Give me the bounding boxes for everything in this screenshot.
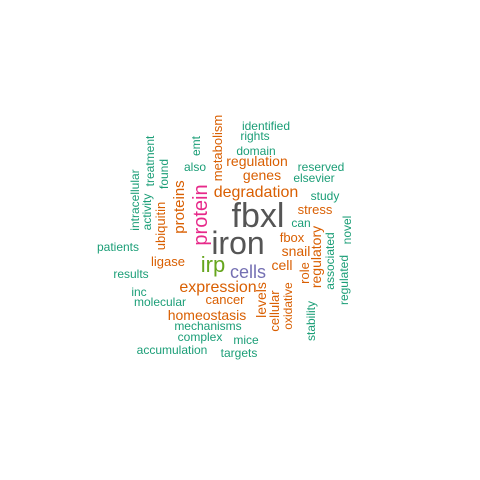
word-mice: mice <box>233 333 259 347</box>
word-domain: domain <box>236 144 275 158</box>
word-irp: irp <box>201 252 225 277</box>
word-study: study <box>311 189 340 203</box>
word-emt: emt <box>189 135 203 156</box>
word-can: can <box>291 216 310 230</box>
word-ligase: ligase <box>151 254 185 269</box>
word-homeostasis: homeostasis <box>168 307 247 323</box>
word-associated: associated <box>323 232 337 289</box>
word-activity: activity <box>140 194 154 231</box>
word-regulatory: regulatory <box>308 226 324 288</box>
word-metabolism: metabolism <box>210 115 225 181</box>
word-fbox: fbox <box>280 230 305 245</box>
word-novel: novel <box>340 216 354 245</box>
word-molecular: molecular <box>134 295 186 309</box>
word-treatment: treatment <box>143 135 157 186</box>
word-cellular: cellular <box>267 290 282 332</box>
word-complex: complex <box>178 330 223 344</box>
word-results: results <box>113 267 148 281</box>
word-inc: inc <box>131 285 146 299</box>
word-reserved: reserved <box>298 160 345 174</box>
word-targets: targets <box>221 346 258 360</box>
word-proteins: proteins <box>171 180 188 233</box>
word-levels: levels <box>253 282 269 318</box>
word-stability: stability <box>304 301 318 341</box>
word-regulation: regulation <box>226 153 288 169</box>
word-snail: snail <box>282 243 311 259</box>
word-found: found <box>157 159 171 189</box>
word-role: role <box>297 262 312 284</box>
word-cancer: cancer <box>205 292 245 307</box>
word-intracellular: intracellular <box>128 169 142 230</box>
word-identified: identified <box>242 119 290 133</box>
word-iron: iron <box>211 225 264 261</box>
word-degradation: degradation <box>214 184 299 201</box>
word-rights: rights <box>240 129 269 143</box>
word-regulated: regulated <box>337 255 351 305</box>
word-fbxl: fbxl <box>232 197 285 235</box>
word-ubiquitin: ubiquitin <box>153 202 168 250</box>
word-cell: cell <box>271 257 292 273</box>
word-genes: genes <box>243 167 281 183</box>
word-elsevier: elsevier <box>293 171 334 185</box>
word-also: also <box>184 160 206 174</box>
word-accumulation: accumulation <box>137 343 208 357</box>
word-stress: stress <box>298 202 333 217</box>
word-cells: cells <box>230 262 266 282</box>
word-patients: patients <box>97 240 139 254</box>
word-expression: expression <box>179 279 256 296</box>
word-oxidative: oxidative <box>281 282 295 330</box>
word-mechanisms: mechanisms <box>174 319 241 333</box>
word-protein: protein <box>190 184 212 245</box>
